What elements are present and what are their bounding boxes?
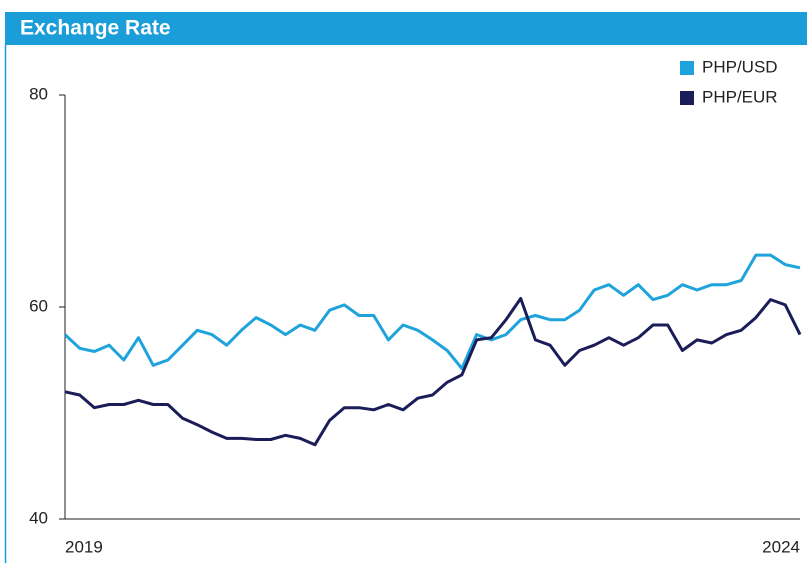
x-tick-label: 2019 (65, 537, 103, 556)
chart-title: Exchange Rate (20, 17, 171, 40)
y-tick-label: 60 (29, 296, 48, 315)
line-series (63, 253, 801, 370)
y-tick-label: 80 (29, 84, 48, 103)
legend-label: PHP/USD (702, 57, 778, 76)
line-series (64, 297, 802, 447)
legend-label: PHP/EUR (702, 87, 778, 106)
title-bar (5, 12, 807, 45)
legend-swatch (680, 61, 694, 75)
legend-swatch (680, 91, 694, 105)
y-tick-label: 40 (29, 508, 48, 527)
x-tick-label: 2024 (762, 537, 800, 556)
